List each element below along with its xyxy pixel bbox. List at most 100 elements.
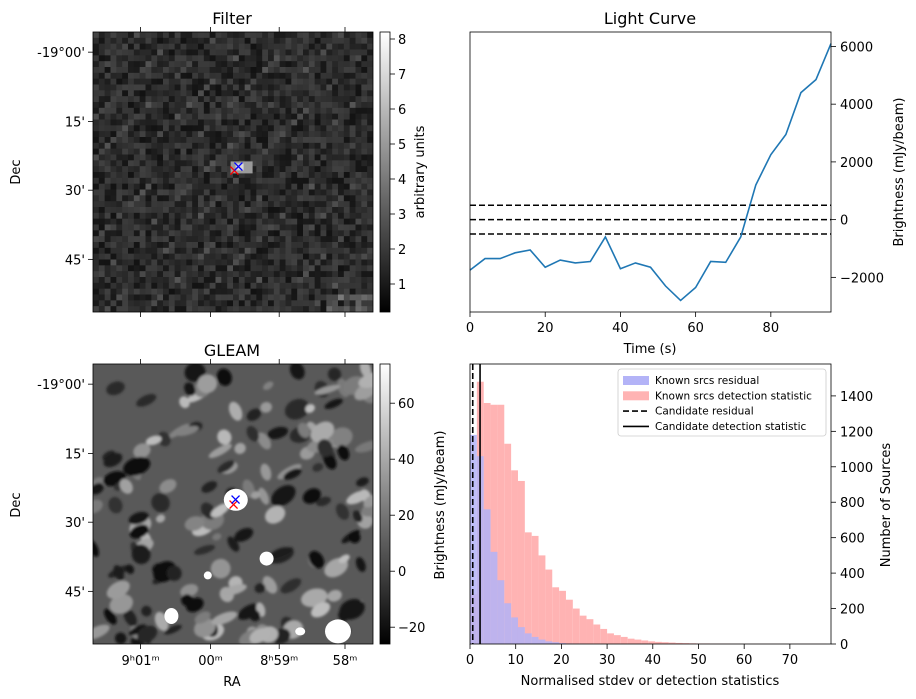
filter-pixel bbox=[145, 259, 152, 266]
filter-pixel bbox=[367, 277, 373, 284]
filter-pixel bbox=[198, 160, 205, 167]
filter-pixel bbox=[343, 277, 350, 284]
filter-pixel bbox=[308, 78, 315, 85]
colorbar-tick-label: 1 bbox=[398, 278, 406, 293]
filter-pixel bbox=[98, 148, 105, 155]
filter-pixel bbox=[93, 300, 100, 307]
filter-pixel bbox=[139, 154, 146, 161]
filter-pixel bbox=[93, 160, 100, 167]
filter-pixel bbox=[163, 142, 170, 149]
filter-pixel bbox=[128, 119, 135, 126]
filter-pixel bbox=[93, 119, 100, 126]
detection-bar bbox=[531, 535, 539, 644]
filter-pixel bbox=[338, 189, 345, 196]
filter-pixel bbox=[273, 61, 280, 68]
colorbar-tick-label: 5 bbox=[398, 138, 406, 153]
filter-pixel bbox=[116, 218, 123, 225]
filter-pixel bbox=[343, 218, 350, 225]
filter-pixel bbox=[98, 207, 105, 214]
filter-pixel bbox=[262, 43, 269, 50]
filter-pixel bbox=[93, 253, 100, 260]
filter-pixel bbox=[303, 294, 310, 301]
filter-pixel bbox=[198, 49, 205, 56]
detection-bar bbox=[655, 641, 662, 644]
filter-pixel bbox=[314, 282, 321, 289]
filter-pixel bbox=[233, 189, 240, 196]
filter-pixel bbox=[308, 55, 315, 62]
filter-pixel bbox=[262, 148, 269, 155]
filter-pixel bbox=[192, 160, 199, 167]
filter-pixel bbox=[355, 55, 362, 62]
filter-pixel bbox=[349, 277, 356, 284]
gleam-texture-blob bbox=[337, 444, 350, 461]
gleam-source-markers bbox=[229, 495, 241, 510]
filter-pixel bbox=[320, 265, 327, 272]
filter-pixel bbox=[186, 61, 193, 68]
filter-pixel bbox=[238, 177, 245, 184]
filter-pixel bbox=[221, 183, 228, 190]
filter-pixel bbox=[349, 212, 356, 219]
filter-pixel bbox=[203, 102, 210, 109]
filter-pixel bbox=[221, 84, 228, 91]
filter-pixel bbox=[349, 177, 356, 184]
filter-pixel bbox=[104, 177, 111, 184]
filter-pixel bbox=[244, 96, 251, 103]
filter-pixel bbox=[163, 49, 170, 56]
filter-pixel bbox=[186, 67, 193, 74]
filter-pixel bbox=[320, 224, 327, 231]
filter-pixel bbox=[168, 113, 175, 120]
filter-pixel bbox=[203, 294, 210, 301]
filter-pixel bbox=[198, 43, 205, 50]
filter-pixel bbox=[297, 96, 304, 103]
filter-pixel bbox=[227, 37, 234, 44]
filter-pixel bbox=[233, 125, 240, 132]
filter-pixel bbox=[180, 78, 187, 85]
filter-pixel bbox=[268, 218, 275, 225]
filter-pixel bbox=[343, 224, 350, 231]
filter-pixel bbox=[314, 32, 321, 39]
filter-pixel bbox=[291, 230, 298, 237]
filter-pixel bbox=[256, 166, 263, 173]
filter-pixel bbox=[180, 32, 187, 39]
filter-pixel bbox=[163, 154, 170, 161]
filter-pixel bbox=[110, 137, 117, 144]
filter-pixel bbox=[355, 207, 362, 214]
filter-pixel bbox=[221, 61, 228, 68]
filter-pixel bbox=[139, 288, 146, 295]
filter-pixel bbox=[238, 265, 245, 272]
filter-pixel bbox=[285, 102, 292, 109]
filter-pixel bbox=[303, 142, 310, 149]
filter-pixel bbox=[192, 102, 199, 109]
filter-pixel bbox=[98, 154, 105, 161]
filter-pixel bbox=[209, 195, 216, 202]
filter-pixel bbox=[203, 172, 210, 179]
filter-pixel bbox=[285, 43, 292, 50]
dec-tick-label: -19°00' bbox=[37, 46, 85, 61]
filter-pixel bbox=[244, 84, 251, 91]
filter-pixel bbox=[273, 300, 280, 307]
filter-pixel bbox=[116, 177, 123, 184]
filter-pixel bbox=[186, 131, 193, 138]
filter-pixel bbox=[227, 195, 234, 202]
filter-pixel bbox=[303, 154, 310, 161]
filter-pixel bbox=[186, 102, 193, 109]
filter-pixel bbox=[233, 259, 240, 266]
filter-pixel bbox=[314, 218, 321, 225]
filter-pixel bbox=[256, 195, 263, 202]
filter-pixel bbox=[104, 282, 111, 289]
filter-pixel bbox=[174, 277, 181, 284]
filter-pixel bbox=[163, 37, 170, 44]
filter-pixel bbox=[104, 32, 111, 39]
filter-pixel bbox=[233, 218, 240, 225]
filter-pixel bbox=[133, 160, 140, 167]
filter-pixel bbox=[355, 49, 362, 56]
filter-pixel bbox=[163, 230, 170, 237]
filter-pixel bbox=[303, 72, 310, 79]
filter-pixel bbox=[262, 247, 269, 254]
filter-pixel bbox=[256, 172, 263, 179]
filter-pixel bbox=[332, 224, 339, 231]
filter-pixel bbox=[233, 236, 240, 243]
filter-pixel bbox=[303, 102, 310, 109]
filter-pixel bbox=[168, 37, 175, 44]
filter-pixel bbox=[221, 207, 228, 214]
